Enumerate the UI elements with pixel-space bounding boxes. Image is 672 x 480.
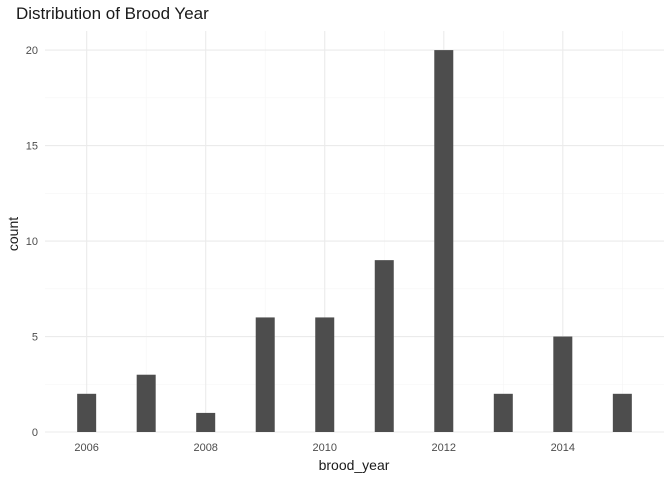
x-tick-label: 2008 [193,442,217,454]
x-axis-title: brood_year [319,457,390,473]
bar-2013 [493,393,513,432]
y-tick-label: 5 [32,332,38,344]
x-tick-label: 2010 [312,442,336,454]
bars [77,50,632,432]
bar-2012 [434,50,454,432]
bar-2015 [612,393,632,432]
y-tick-label: 10 [26,236,38,248]
x-axis-ticks: 2006 2008 2010 2012 2014 [74,442,575,454]
bar-2009 [255,317,275,432]
x-tick-label: 2014 [551,442,575,454]
y-tick-label: 0 [32,427,38,439]
x-tick-label: 2006 [74,442,98,454]
y-tick-label: 20 [26,45,38,57]
y-tick-label: 15 [26,141,38,153]
bar-2008 [196,412,216,432]
bar-2010 [315,317,335,432]
y-axis-title: count [5,217,21,251]
y-axis-ticks: 0 5 10 15 20 [26,45,38,439]
x-tick-label: 2012 [432,442,456,454]
chart-title: Distribution of Brood Year [16,4,209,23]
bar-2006 [77,393,97,432]
bar-2014 [553,336,573,432]
bar-2007 [136,374,156,432]
bar-2011 [374,260,394,432]
